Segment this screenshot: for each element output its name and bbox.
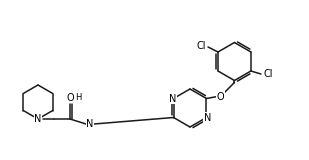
Text: Cl: Cl [196, 41, 206, 51]
Text: N: N [204, 112, 211, 123]
Text: N: N [86, 119, 94, 129]
Text: N: N [34, 114, 42, 124]
Text: O: O [66, 93, 74, 103]
Text: O: O [217, 92, 224, 101]
Text: H: H [75, 92, 81, 101]
Text: Cl: Cl [263, 69, 273, 79]
Text: N: N [169, 93, 176, 104]
